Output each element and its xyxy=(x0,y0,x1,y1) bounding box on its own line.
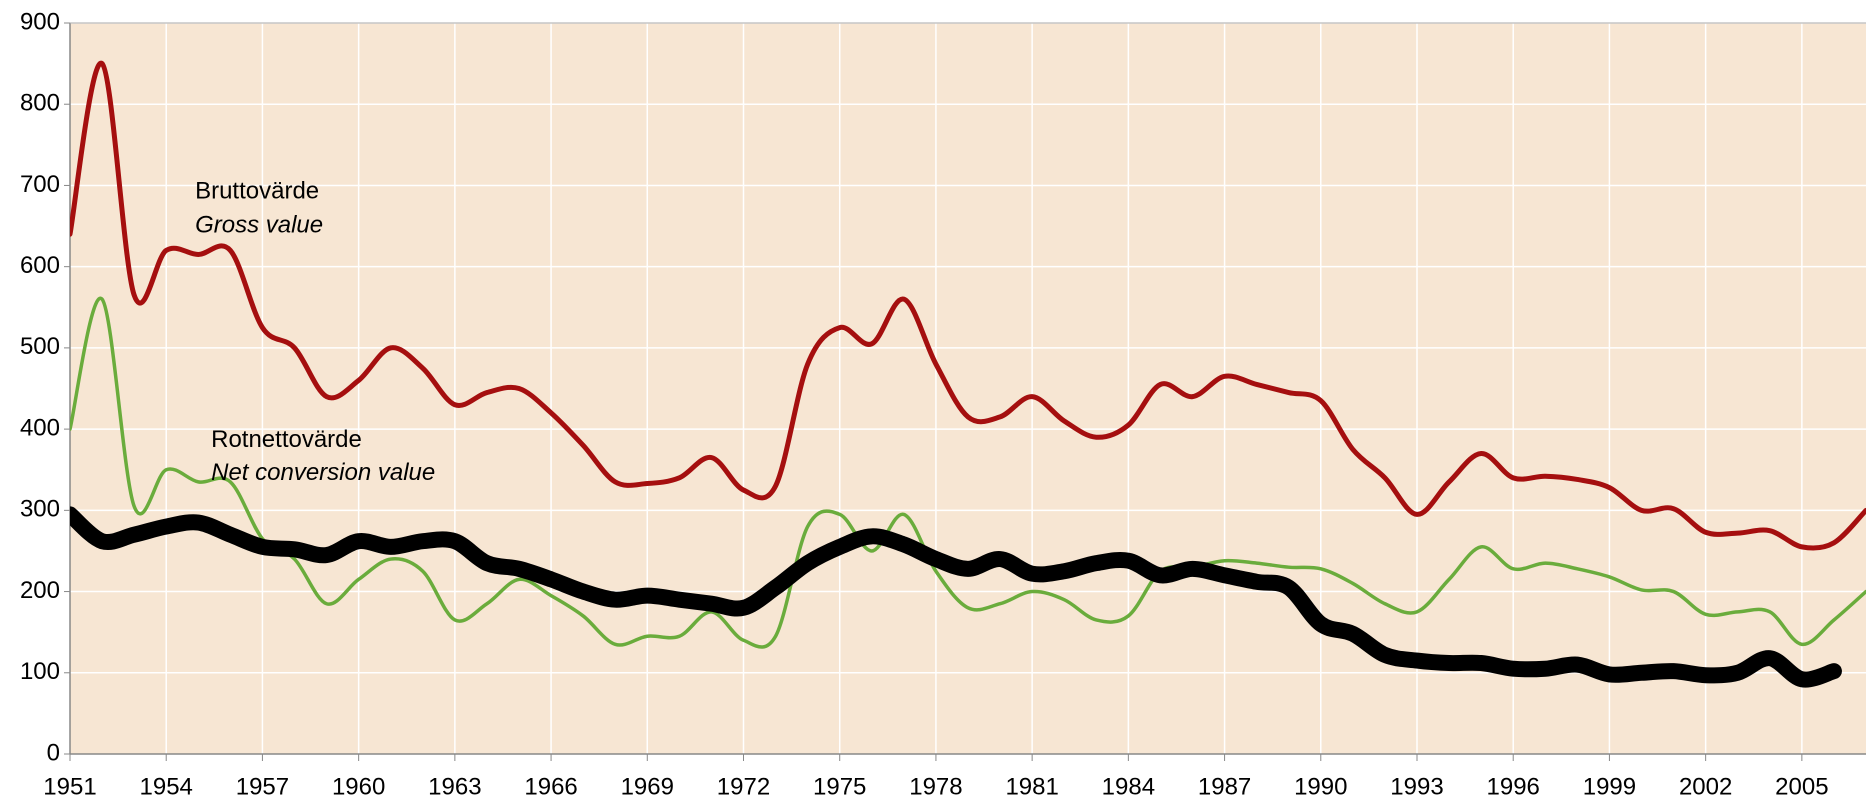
annotation: Rotnettovärde xyxy=(211,426,362,453)
x-tick-label: 1981 xyxy=(1005,773,1058,800)
x-tick-label: 1990 xyxy=(1294,773,1347,800)
x-tick-label: 1966 xyxy=(524,773,577,800)
annotation: Net conversion value xyxy=(211,459,435,486)
x-tick-label: 1954 xyxy=(140,773,193,800)
plot-background xyxy=(70,23,1866,754)
x-tick-label: 2005 xyxy=(1775,773,1828,800)
x-tick-label: 1978 xyxy=(909,773,962,800)
x-tick-label: 1993 xyxy=(1390,773,1443,800)
x-tick-label: 1957 xyxy=(236,773,289,800)
x-tick-label: 2002 xyxy=(1679,773,1732,800)
y-tick-label: 0 xyxy=(47,739,60,766)
x-tick-label: 1972 xyxy=(717,773,770,800)
x-tick-label: 1975 xyxy=(813,773,866,800)
y-tick-label: 300 xyxy=(20,496,60,523)
annotation: Gross value xyxy=(195,211,323,238)
y-tick-label: 400 xyxy=(20,414,60,441)
annotation: Bruttovärde xyxy=(195,177,319,204)
x-tick-label: 1963 xyxy=(428,773,481,800)
y-tick-label: 200 xyxy=(20,577,60,604)
line-series xyxy=(70,296,1866,649)
x-tick-label: 1999 xyxy=(1583,773,1636,800)
y-tick-label: 900 xyxy=(20,8,60,35)
y-tick-label: 500 xyxy=(20,333,60,360)
y-tick-label: 100 xyxy=(20,658,60,685)
x-tick-label: 1996 xyxy=(1487,773,1540,800)
x-tick-label: 1951 xyxy=(43,773,96,800)
y-tick-label: 800 xyxy=(20,90,60,117)
x-tick-label: 1960 xyxy=(332,773,385,800)
x-tick-label: 1984 xyxy=(1102,773,1155,800)
x-tick-label: 1987 xyxy=(1198,773,1251,800)
x-tick-label: 1969 xyxy=(621,773,674,800)
line-series xyxy=(70,506,1842,688)
y-tick-label: 600 xyxy=(20,252,60,279)
line-series xyxy=(70,61,1866,551)
y-tick-label: 700 xyxy=(20,171,60,198)
